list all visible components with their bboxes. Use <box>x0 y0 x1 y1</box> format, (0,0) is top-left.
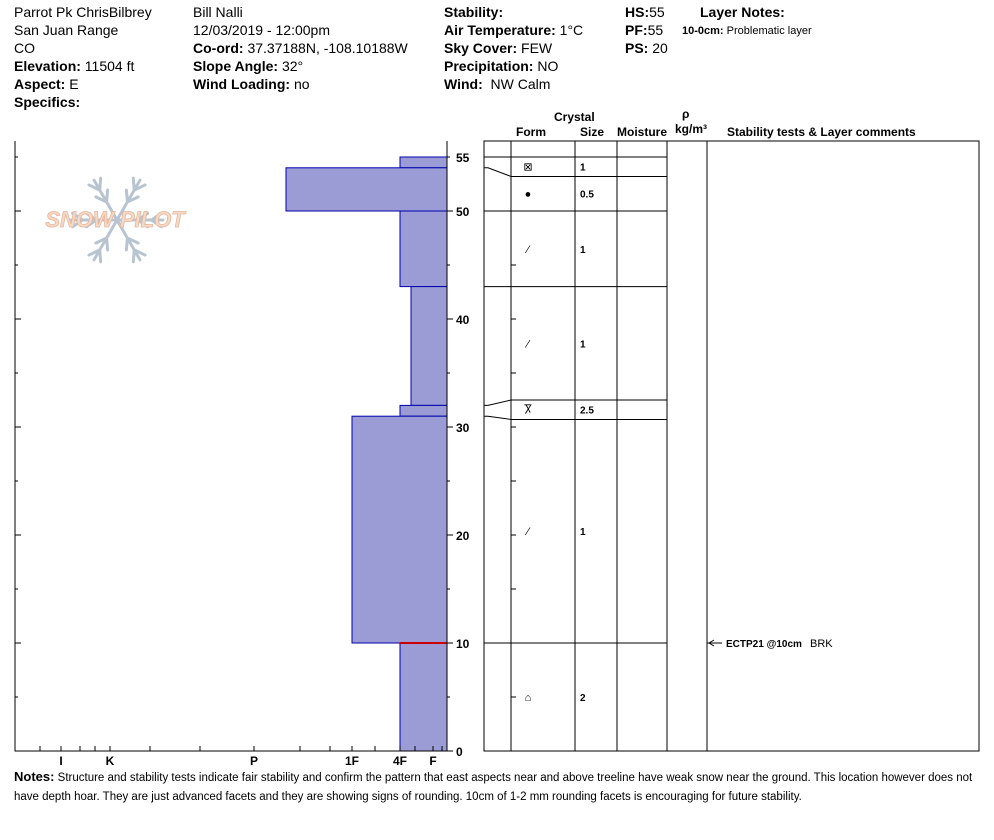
depth-label: 20 <box>456 529 470 543</box>
datetime: 12/03/2019 - 12:00pm <box>193 22 330 38</box>
col-density: kg/m³ <box>675 122 708 136</box>
hs: HS:55 <box>625 4 665 20</box>
col-size: Size <box>580 125 605 139</box>
col-moisture: Moisture <box>617 125 668 139</box>
state: CO <box>14 40 35 56</box>
depth-label: 0 <box>456 745 463 759</box>
hardness-layer <box>399 156 448 169</box>
location: Parrot Pk ChrisBilbrey <box>14 4 152 20</box>
wind: Wind: NW Calm <box>444 76 551 92</box>
crystal-form-icon: Ⴟ <box>524 404 532 417</box>
elevation: Elevation: 11504 ft <box>14 58 135 74</box>
hardness-layer <box>410 286 448 406</box>
coord: Co-ord: 37.37188N, -108.10188W <box>193 40 408 56</box>
sky-cover: Sky Cover: FEW <box>444 40 553 56</box>
wind-loading: Wind Loading: no <box>193 76 310 92</box>
hardness-label: 4F <box>393 754 407 768</box>
stability-result: BRK <box>810 638 833 650</box>
hardness-label: 1F <box>345 754 359 768</box>
crystal-size: 1 <box>580 339 586 350</box>
layer-connector <box>484 415 512 420</box>
layer-notes-title: Layer Notes: <box>700 4 785 20</box>
crystal-form-icon: ⁄ <box>524 244 531 256</box>
hardness-label: P <box>250 754 258 768</box>
observer: Bill Nalli <box>193 4 243 20</box>
hardness-label: K <box>106 754 115 768</box>
arrow-icon <box>708 639 715 647</box>
col-rho: ρ <box>682 107 690 121</box>
col-crystal: Crystal <box>554 110 595 124</box>
crystal-form-icon: ● <box>525 189 532 201</box>
crystal-size: 0.5 <box>580 190 594 201</box>
logo: SNOW PILOT <box>45 207 186 232</box>
depth-label: 40 <box>456 313 470 327</box>
stability: Stability: <box>444 4 504 20</box>
crystal-form-icon: ⁄ <box>524 338 531 350</box>
hardness-layer <box>399 404 448 417</box>
ps: PS: 20 <box>625 40 668 56</box>
depth-label: 55 <box>456 151 470 165</box>
pf: PF:55 <box>625 22 664 38</box>
range: San Juan Range <box>14 22 119 38</box>
hardness-plot-frame <box>14 141 448 752</box>
crystal-size: 1 <box>580 163 586 174</box>
aspect: Aspect: E <box>14 76 79 92</box>
layer-connector <box>484 399 512 406</box>
col-comments: Stability tests & Layer comments <box>727 125 916 139</box>
crystal-size: 2.5 <box>580 406 594 417</box>
depth-label: 30 <box>456 421 470 435</box>
depth-label: 50 <box>456 205 470 219</box>
specifics: Specifics: <box>14 94 81 110</box>
crystal-table-frame <box>483 140 980 752</box>
crystal-form-icon: ⁄ <box>524 526 531 538</box>
profile-chart: SNOW PILOT 0 10 20 30 40 50 55 I K P 1F 4F F ⊠ 1 ● 0.5 ⁄ 1 ⁄… <box>14 140 980 768</box>
crystal-size: 2 <box>580 693 586 704</box>
hardness-layer <box>399 210 448 288</box>
layer-note: 10-0cm: Problematic layer <box>682 25 812 37</box>
col-form: Form <box>516 125 546 139</box>
air-temp: Air Temperature: 1°C <box>444 22 584 38</box>
slope-angle: Slope Angle: 32° <box>193 58 304 74</box>
layer-connector <box>484 167 512 177</box>
crystal-form-icon: ⌂ <box>525 692 532 704</box>
stability-test: ECTP21 @10cm <box>726 639 802 650</box>
crystal-size: 1 <box>580 527 586 538</box>
hardness-label: I <box>59 754 62 768</box>
depth-label: 10 <box>456 637 470 651</box>
snowflake-icon <box>69 176 165 264</box>
precipitation: Precipitation: NO <box>444 58 559 74</box>
notes: Notes: Structure and stability tests ind… <box>14 769 973 803</box>
hardness-layer <box>285 167 448 212</box>
hardness-layer <box>399 642 448 752</box>
notes-text: Structure and stability tests indicate f… <box>14 772 973 803</box>
crystal-size: 1 <box>580 245 586 256</box>
crystal-form-icon: ⊠ <box>523 162 532 174</box>
hardness-label: F <box>429 754 436 768</box>
hardness-layer <box>351 415 448 644</box>
